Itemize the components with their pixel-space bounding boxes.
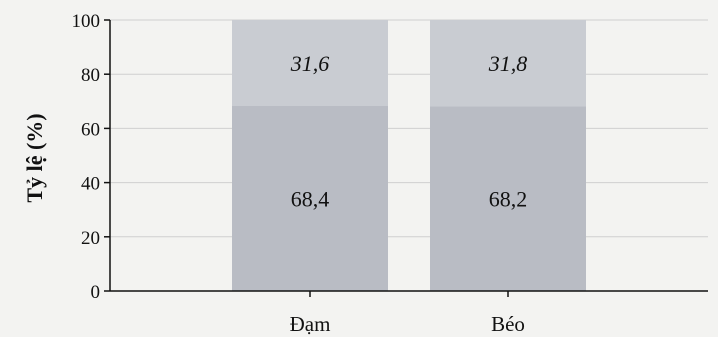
value-labels: 68,4 31,6 68,2 31,8 xyxy=(290,51,528,212)
y-tick-label: 60 xyxy=(81,119,100,140)
data-label: 31,6 xyxy=(290,51,330,76)
bar-segment xyxy=(430,20,586,107)
x-tick-labels: Đạm Béo xyxy=(290,312,525,336)
y-tick-label: 0 xyxy=(91,282,101,303)
y-tick-label: 40 xyxy=(81,174,100,195)
bar-segment xyxy=(232,20,388,106)
y-tick-label: 20 xyxy=(81,228,100,249)
y-tick-label: 80 xyxy=(81,65,100,86)
y-tick-labels: 0 20 40 60 80 100 xyxy=(72,11,101,303)
data-label: 68,4 xyxy=(291,186,330,211)
category-label: Béo xyxy=(491,312,525,336)
axes xyxy=(104,19,708,297)
bars xyxy=(232,20,586,291)
y-axis-label: Tỷ lệ (%) xyxy=(22,113,47,202)
data-label: 68,2 xyxy=(489,187,528,212)
category-label: Đạm xyxy=(290,312,331,336)
bar-segment xyxy=(430,106,586,291)
bar-segment xyxy=(232,105,388,291)
y-tick-label: 100 xyxy=(72,11,101,32)
grid-lines xyxy=(110,19,708,238)
data-label: 31,8 xyxy=(488,51,528,76)
